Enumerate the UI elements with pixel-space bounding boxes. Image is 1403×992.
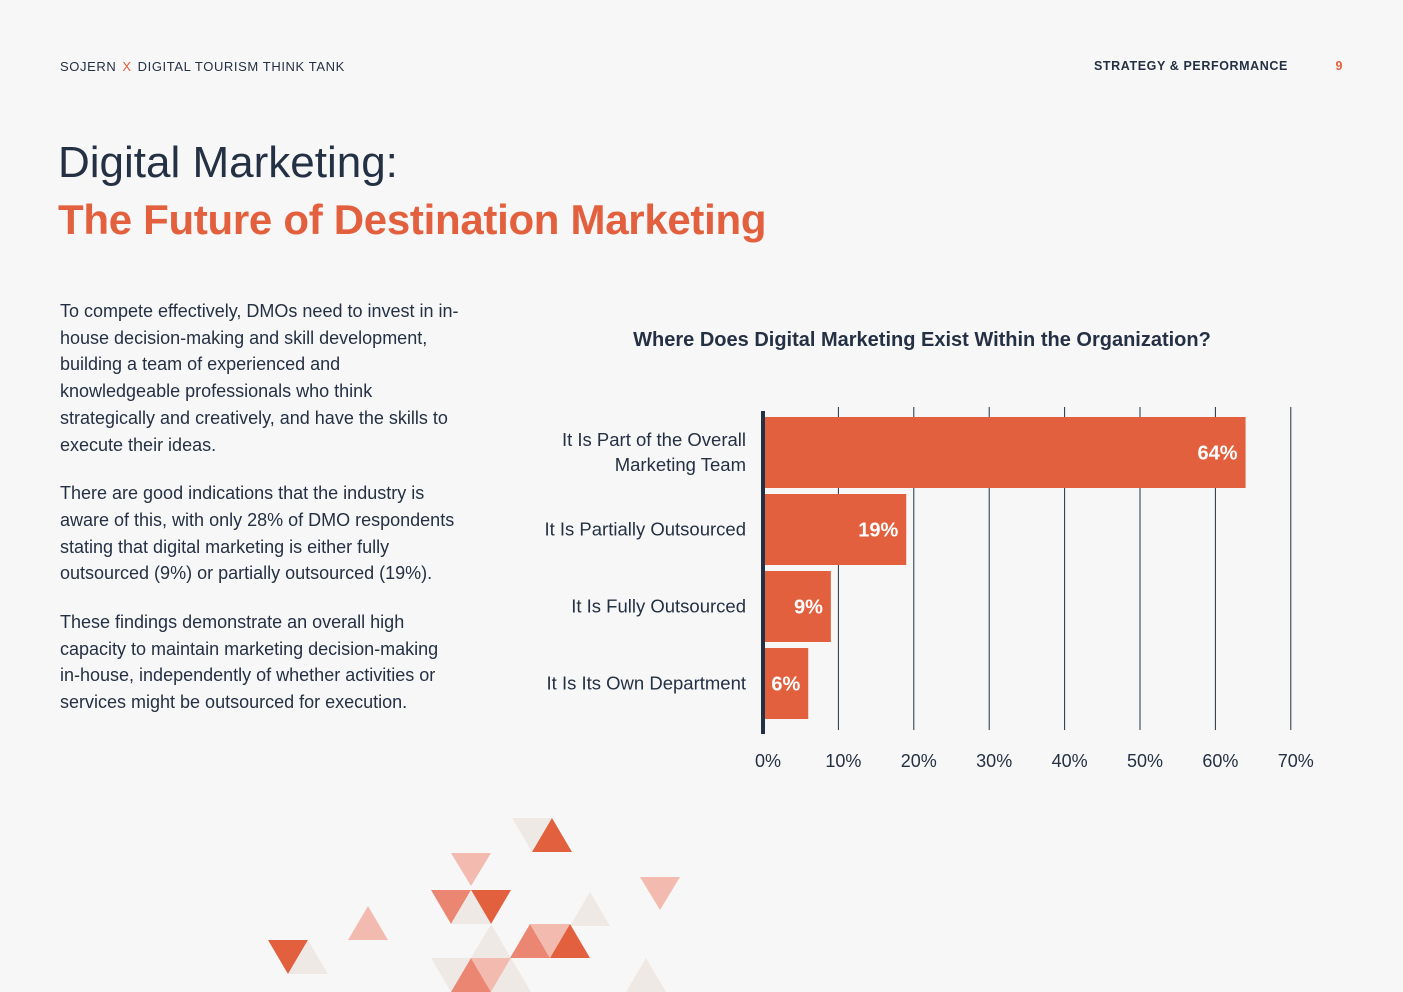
brand-line: SOJERN X DIGITAL TOURISM THINK TANK xyxy=(60,59,345,74)
x-tick-label: 30% xyxy=(976,751,1012,771)
brand-sojern: SOJERN xyxy=(60,59,117,74)
x-tick-label: 0% xyxy=(755,751,781,771)
page-header: SOJERN X DIGITAL TOURISM THINK TANK STRATE… xyxy=(60,59,1343,77)
body-paragraph-2: There are good indications that the indu… xyxy=(60,483,455,584)
brand-x: X xyxy=(122,59,132,74)
x-tick-label: 50% xyxy=(1127,751,1163,771)
category-label: It Is Part of the Overall xyxy=(562,429,746,450)
chart-title: Where Does Digital Marketing Exist Withi… xyxy=(633,329,1211,351)
category-label: It Is Its Own Department xyxy=(547,673,746,694)
category-label: Marketing Team xyxy=(615,454,746,475)
x-tick-label: 60% xyxy=(1202,751,1238,771)
x-tick-label: 70% xyxy=(1278,751,1314,771)
body-paragraph-3: These findings demonstrate an overall hi… xyxy=(60,612,439,713)
data-label: 9% xyxy=(794,597,823,619)
data-label: 6% xyxy=(771,674,800,696)
category-label: It Is Partially Outsourced xyxy=(544,519,746,540)
data-label: 19% xyxy=(858,520,898,542)
bar xyxy=(763,494,907,565)
bar xyxy=(763,571,831,642)
data-label: 64% xyxy=(1198,443,1238,465)
page-title: Digital Marketing: xyxy=(58,138,398,187)
bar-chart: Where Does Digital Marketing Exist Withi… xyxy=(544,329,1314,771)
page-number: 9 xyxy=(1335,59,1343,73)
bar xyxy=(763,417,1246,488)
bar xyxy=(763,648,809,719)
section-label: STRATEGY & PERFORMANCE xyxy=(1094,59,1288,73)
body-text: To compete effectively, DMOs need to inv… xyxy=(60,298,460,738)
x-tick-label: 40% xyxy=(1052,751,1088,771)
brand-dttt: DIGITAL TOURISM THINK TANK xyxy=(137,59,345,74)
page-subtitle: The Future of Destination Marketing xyxy=(58,196,767,243)
category-label: It Is Fully Outsourced xyxy=(571,596,746,617)
x-tick-label: 10% xyxy=(825,751,861,771)
decorative-triangles xyxy=(268,818,680,992)
body-paragraph-1: To compete effectively, DMOs need to inv… xyxy=(60,301,459,455)
x-tick-label: 20% xyxy=(901,751,937,771)
